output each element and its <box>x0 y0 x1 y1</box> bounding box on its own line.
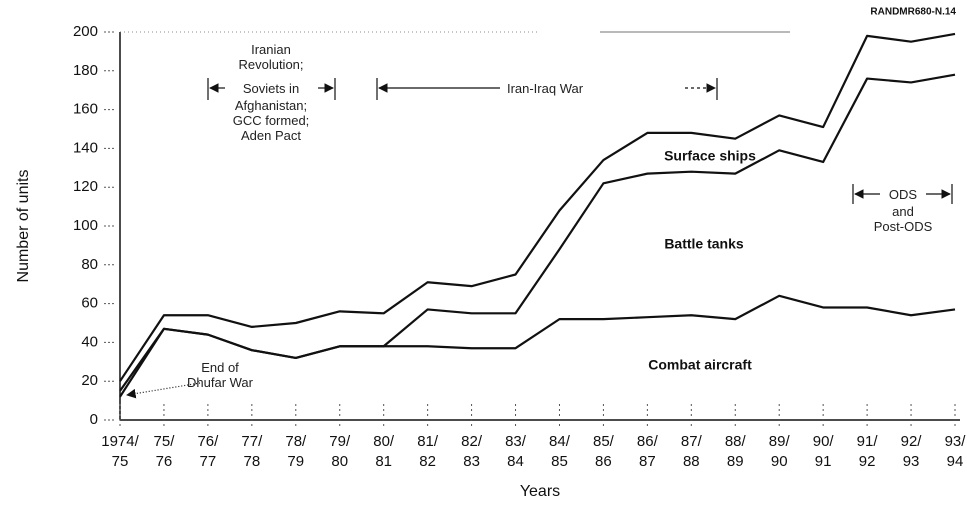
annotation: Iranian Revolution; <box>238 42 304 72</box>
x-tick-label: 92/ 93 <box>900 433 922 470</box>
x-tick-label: 75/ 76 <box>153 433 175 470</box>
y-tick-label: 160 <box>73 101 98 118</box>
annotation: ODS <box>888 187 918 202</box>
y-tick-label: 120 <box>73 178 98 195</box>
x-tick-label: 90/ 91 <box>812 433 834 470</box>
series-label: Surface ships <box>664 148 756 164</box>
x-tick-label: 81/ 82 <box>417 433 439 470</box>
x-tick-label: 88/ 89 <box>724 433 746 470</box>
y-axis-label: Number of units <box>15 170 32 283</box>
y-tick-label: 0 <box>90 411 98 428</box>
series-line <box>119 73 956 392</box>
x-axis-label: Years <box>520 483 560 500</box>
y-tick-label: 180 <box>73 62 98 79</box>
x-tick-label: 80/ 81 <box>373 433 395 470</box>
y-tick-label: 80 <box>81 256 98 273</box>
annotation: Soviets in <box>242 81 300 96</box>
y-tick-label: 20 <box>81 372 98 389</box>
x-tick-label: 82/ 83 <box>461 433 483 470</box>
x-tick-label: 91/ 92 <box>856 433 878 470</box>
source-note: RANDMR680-N.14 <box>870 7 956 18</box>
x-tick-label: 1974/ 75 <box>101 433 139 470</box>
x-tick-label: 89/ 90 <box>768 433 790 470</box>
x-tick-label: 85/ 86 <box>592 433 614 470</box>
x-tick-label: 77/ 78 <box>241 433 263 470</box>
y-tick-label: 200 <box>73 23 98 40</box>
x-tick-label: 93/ 94 <box>944 433 966 470</box>
annotation: Afghanistan; GCC formed; Aden Pact <box>232 98 310 143</box>
y-tick-label: 140 <box>73 139 98 156</box>
y-tick-label: 100 <box>73 217 98 234</box>
series-label: Combat aircraft <box>648 357 752 373</box>
annotation: End of Dhufar War <box>187 360 253 390</box>
annotation: Iran-Iraq War <box>506 81 584 96</box>
y-tick-label: 60 <box>81 295 98 312</box>
annotation-arrows <box>126 78 953 399</box>
y-tick-label: 40 <box>81 333 98 350</box>
x-tick-label: 86/ 87 <box>636 433 658 470</box>
x-tick-label: 83/ 84 <box>505 433 526 470</box>
series-line <box>119 32 956 382</box>
x-tick-label: 84/ 85 <box>549 433 570 470</box>
x-tick-label: 78/ 79 <box>285 433 307 470</box>
x-tick-label: 79/ 80 <box>329 433 351 470</box>
x-tick-label: 87/ 88 <box>680 433 702 470</box>
annotation: and Post-ODS <box>873 204 933 234</box>
x-tick-label: 76/ 77 <box>197 433 219 470</box>
series-label: Battle tanks <box>664 236 744 252</box>
